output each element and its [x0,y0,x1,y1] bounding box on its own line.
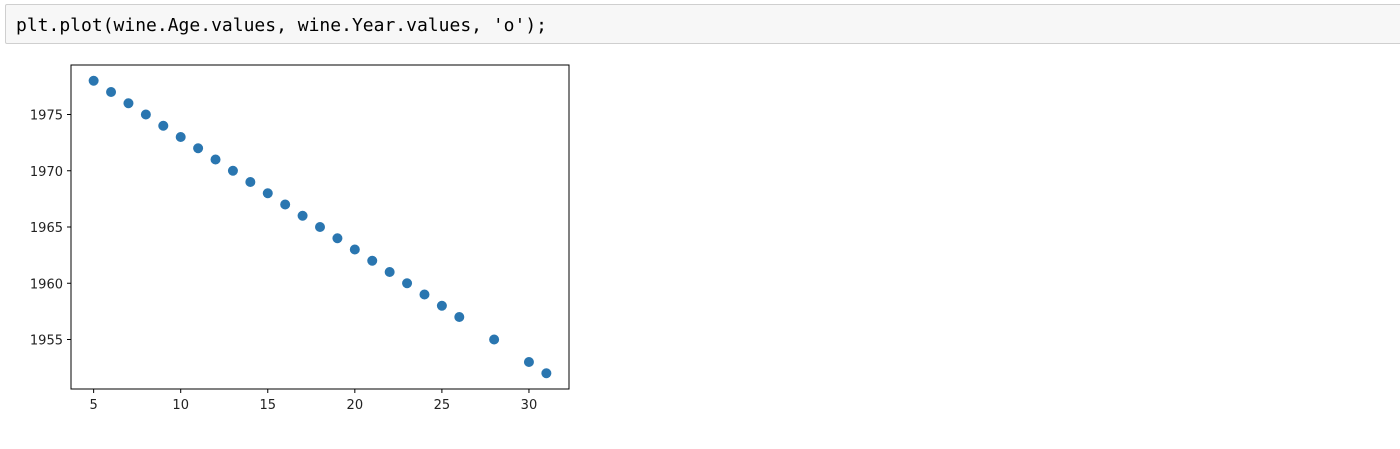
x-tick-label: 15 [259,398,276,413]
data-point [315,222,325,232]
y-tick-label: 1965 [30,221,63,236]
data-point [367,255,378,266]
data-point [227,165,238,176]
data-point [262,188,273,199]
data-point [193,143,204,154]
y-tick-label: 1955 [30,334,63,349]
data-point [349,244,360,255]
x-tick-label: 20 [347,398,364,413]
x-tick-label: 30 [521,398,538,413]
data-point [332,233,343,244]
data-point [297,210,308,221]
cell-output: 5 10 15 20 25 30 1955 1960 1965 1970 1975 [0,50,600,444]
code-cell-input[interactable]: plt.plot(wine.Age.values, wine.Year.valu… [5,4,1400,44]
x-axis: 5 10 15 20 25 30 [89,389,537,413]
data-point [454,312,465,322]
data-point [245,177,256,187]
data-point [210,154,221,165]
data-point [88,75,99,86]
data-point [106,87,117,97]
data-point [175,132,186,142]
data-points [88,75,552,379]
y-axis: 1955 1960 1965 1970 1975 [30,109,71,349]
y-tick-label: 1970 [30,165,63,180]
data-point [489,334,500,345]
data-point [280,199,291,210]
data-point [402,278,413,289]
data-point [158,120,169,131]
data-point [523,357,534,367]
x-tick-label: 10 [172,398,189,413]
x-tick-label: 5 [89,398,97,413]
y-tick-label: 1960 [30,277,63,292]
y-tick-label: 1975 [30,109,63,124]
data-point [419,289,430,300]
data-point [541,368,552,379]
code-source[interactable]: plt.plot(wine.Age.values, wine.Year.valu… [16,15,548,36]
scatter-plot: 5 10 15 20 25 30 1955 1960 1965 1970 1975 [30,64,570,413]
x-tick-label: 25 [434,398,451,413]
data-point [140,109,151,120]
data-point [384,267,395,277]
data-point [123,98,134,109]
data-point [436,300,447,311]
